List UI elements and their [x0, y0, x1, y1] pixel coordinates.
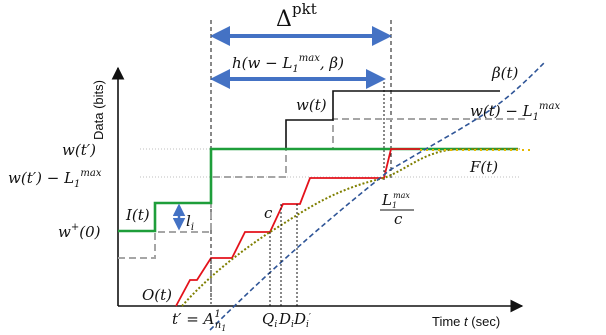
delta-title-sup: pkt: [292, 0, 317, 18]
xtick-Di: Di: [278, 310, 294, 330]
label-w: w(t): [296, 96, 327, 114]
label-O: O(t): [142, 286, 172, 304]
curve-I: [118, 147, 518, 233]
xtick-Dip: Di′: [293, 310, 311, 330]
label-I: I(t): [125, 206, 150, 224]
curve-F-olive: [181, 148, 520, 307]
label-c: c: [264, 204, 273, 222]
ytick-w0: w+(0): [58, 222, 101, 241]
xtick-tprime: t′ = A1 n1: [172, 309, 226, 333]
label-beta: β(t): [491, 64, 519, 82]
curve-w: [285, 90, 500, 149]
curve-w-minus-lmax: [118, 118, 525, 259]
xtick-Qi: Qi: [262, 310, 277, 330]
frac-denominator: c: [394, 210, 403, 228]
frac-numerator: L1max: [381, 191, 410, 210]
x-axis-label: Time t (sec): [432, 314, 500, 329]
curve-O: [175, 148, 420, 307]
h-label: h(w − L1max, β): [232, 53, 344, 75]
y-axis-label: Data (bits): [91, 80, 106, 140]
label-w-minus: w(t) − L1max: [470, 101, 560, 123]
label-li: li: [186, 212, 194, 233]
curve-beta: [209, 61, 546, 331]
ytick-wtp: w(t′): [62, 141, 96, 159]
delta-title: Δ: [276, 7, 292, 32]
label-F: F(t): [469, 158, 498, 176]
ytick-wtp-minus: w(t′) − L1max: [8, 168, 102, 190]
